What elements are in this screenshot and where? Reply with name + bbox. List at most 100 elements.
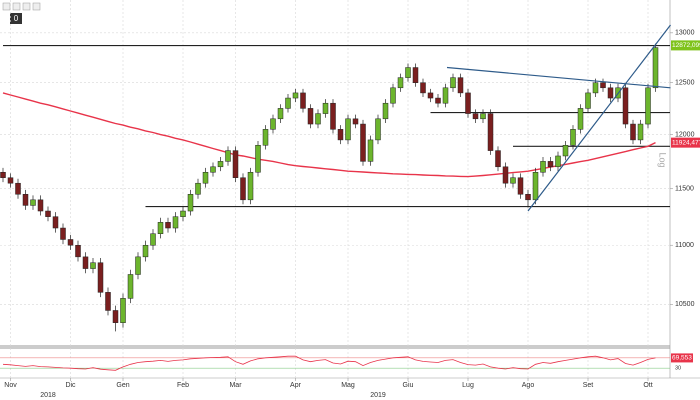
candle-body — [405, 67, 411, 78]
candle-body — [45, 210, 51, 217]
candle-body — [240, 177, 246, 201]
x-tick-label: Mar — [229, 382, 242, 389]
tool-icon[interactable] — [22, 2, 31, 11]
candle-body — [645, 87, 651, 125]
candle-body — [577, 108, 584, 130]
candle-body — [330, 102, 336, 130]
candle-body — [555, 155, 561, 168]
candle-body — [630, 123, 636, 141]
candle-body — [105, 292, 111, 311]
candle-body — [315, 113, 321, 125]
candle-body — [127, 274, 134, 299]
candle-body — [450, 77, 456, 89]
toolbar-badge[interactable] — [10, 13, 22, 24]
candle-body — [517, 177, 524, 195]
candle-body — [285, 97, 291, 109]
candle-body — [82, 256, 89, 269]
candle-body — [262, 129, 269, 146]
x-tick-label: Dic — [65, 382, 76, 389]
candle-body — [247, 171, 254, 201]
candle-body — [232, 150, 239, 178]
y-tick-label: 13000 — [675, 30, 695, 37]
price-label: 11924,4775 — [672, 139, 700, 146]
candle-body — [300, 92, 306, 109]
candle-body — [270, 118, 276, 130]
candle-body — [525, 194, 531, 201]
x-tick-label: Feb — [177, 382, 189, 389]
candle-body — [67, 239, 74, 246]
candle-body — [367, 139, 374, 162]
candle-body — [7, 177, 14, 184]
tool-icon[interactable] — [2, 2, 11, 11]
indicator-line — [2, 355, 656, 371]
candle-body — [457, 77, 464, 94]
x-tick-label: Mag — [341, 382, 355, 389]
candle-body — [435, 97, 441, 104]
candle-body — [172, 216, 179, 229]
year-label: 2019 — [370, 392, 386, 399]
candle-body — [202, 171, 209, 184]
year-label: 2018 — [40, 392, 56, 399]
y-tick-label: 10500 — [675, 301, 695, 308]
candle-body — [585, 92, 591, 109]
y-tick-label: 11000 — [675, 242, 694, 249]
indicator-label-box — [671, 353, 693, 363]
candle-body — [52, 216, 59, 229]
candle-body — [165, 222, 171, 229]
candle-body — [412, 67, 419, 83]
candle-body — [502, 166, 509, 184]
y-tick-label: 12500 — [675, 80, 695, 87]
candle-body — [622, 87, 629, 125]
candle-body — [352, 118, 359, 125]
candle-body — [142, 244, 149, 258]
candle-body — [292, 92, 299, 99]
candle-body — [570, 129, 576, 146]
candle-body — [30, 199, 36, 206]
candle-body — [210, 166, 216, 173]
candle-body — [187, 194, 194, 212]
candle-body — [420, 82, 426, 94]
candle-body — [37, 199, 44, 212]
candle-body — [510, 177, 516, 184]
price-label-box — [671, 40, 700, 51]
tool-icon[interactable] — [12, 2, 21, 11]
candle-body — [120, 298, 126, 323]
candle-body — [592, 82, 599, 94]
toolbar-label: 0 — [14, 14, 19, 23]
y-tick-label: 11500 — [675, 186, 694, 193]
candle-body — [97, 262, 104, 293]
candle-body — [15, 182, 21, 195]
candle-body — [157, 222, 164, 234]
candle-body — [382, 102, 389, 120]
candle-body — [255, 144, 261, 173]
candle-body — [637, 123, 644, 141]
x-tick-label: Set — [583, 382, 594, 389]
axis-label: Log — [658, 152, 668, 167]
tool-icon[interactable] — [32, 2, 41, 11]
candle-body — [195, 182, 201, 195]
candle-body — [390, 87, 396, 104]
y-tick-label: 12000 — [675, 131, 695, 138]
trendline — [446, 66, 671, 89]
candle-body — [607, 87, 614, 99]
candle-body — [60, 227, 66, 240]
candle-body — [150, 233, 156, 246]
panel-separator[interactable] — [0, 345, 670, 349]
candle-body — [360, 123, 366, 162]
x-tick-label: Giu — [403, 382, 414, 389]
candle-body — [337, 129, 344, 141]
x-tick-label: Apr — [290, 382, 302, 389]
candle-body — [397, 77, 404, 89]
candle-body — [540, 161, 546, 173]
candle-body — [22, 194, 29, 206]
candle-body — [135, 256, 141, 275]
candle-body — [600, 82, 606, 89]
candle-body — [375, 118, 381, 141]
candle-body — [0, 171, 6, 178]
toolbar: 0 — [2, 2, 41, 24]
moving-average — [2, 92, 656, 178]
candle-body — [495, 150, 501, 168]
trendline — [527, 24, 671, 212]
candle-body — [277, 108, 284, 120]
